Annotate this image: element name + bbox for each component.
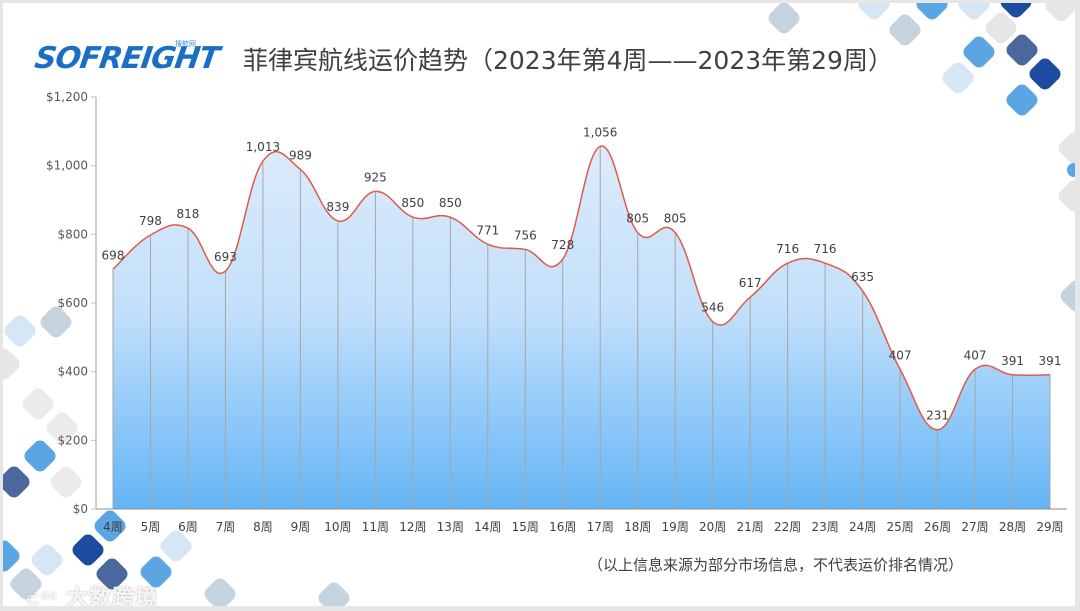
data-label: 798 [139,214,162,228]
data-label: 407 [964,348,987,362]
source-note: （以上信息来源为部分市场信息，不代表运价排名情况） [588,556,964,574]
watermark-text: 大数跨境 [66,586,159,606]
data-label: 728 [551,238,574,252]
area-fill [113,146,1050,509]
x-tick-label: 10周 [324,520,351,534]
x-tick-label: 23周 [811,520,838,534]
x-tick-label: 28周 [999,520,1026,534]
y-axis: $0 $200 $400 $600 $800 $1,000 $1,200 [46,90,97,516]
y-tick-label: $0 [73,502,88,516]
x-tick-label: 12周 [399,520,426,534]
data-label: 391 [1001,354,1024,368]
data-labels: 698 798 818 693 1,013 989 839 925 850 850 771 756 72… [102,125,1062,422]
data-label: 805 [664,212,687,226]
x-tick-label: 11周 [362,520,389,534]
watermark: ⊂⁰⁰ 大数跨境 [25,580,158,606]
data-label: 698 [102,248,125,262]
data-label: 1,013 [246,140,280,154]
x-tick-label: 22周 [774,520,801,534]
data-label: 850 [401,196,424,210]
x-tick-label: 14周 [474,520,501,534]
y-tick-label: $1,200 [46,90,88,104]
x-tick-label: 18周 [624,520,651,534]
x-tick-label: 8周 [253,520,273,534]
data-label: 771 [476,223,499,237]
y-tick-label: $400 [57,365,88,379]
x-tick-label: 16周 [549,520,576,534]
x-tick-label: 20周 [699,520,726,534]
x-tick-label: 27周 [961,520,988,534]
data-label: 925 [364,170,387,184]
data-label: 391 [1039,354,1062,368]
data-label: 693 [214,250,237,264]
x-axis: 4周 5周 6周 7周 8周 9周 10周 11周 12周 13周 14周 15周 16周 17周 18周 1… [96,508,1067,534]
data-label: 407 [889,348,912,362]
x-tick-label: 25周 [886,520,913,534]
data-label: 818 [177,207,200,221]
data-label: 617 [739,276,762,290]
trend-line [112,145,1051,431]
x-tick-label: 26周 [924,520,951,534]
x-tick-label: 7周 [216,520,236,534]
data-label: 839 [326,200,349,214]
x-tick-label: 24周 [849,520,876,534]
x-tick-label: 13周 [437,520,464,534]
area-chart: $0 $200 $400 $600 $800 $1,000 $1,200 4周 5周 6周 7周 8… [46,90,1067,534]
logo-subtext: 搜航网 [175,40,196,48]
chart-title: 菲律宾航线运价趋势（2023年第4周——2023年第29周） [243,46,893,75]
x-tick-label: 17周 [587,520,614,534]
x-tick-label: 15周 [512,520,539,534]
watermark-logo-icon: ⊂⁰⁰ [25,589,58,606]
y-tick-label: $200 [57,433,88,447]
x-tick-label: 29周 [1036,520,1063,534]
data-label: 989 [289,148,312,162]
data-label: 805 [626,212,649,226]
x-tick-label: 19周 [662,520,689,534]
x-tick-label: 5周 [141,520,161,534]
y-tick-label: $800 [57,227,88,241]
x-tick-label: 4周 [103,520,123,534]
data-label: 756 [514,228,537,242]
x-tick-label: 9周 [291,520,311,534]
data-label: 231 [926,409,949,423]
y-tick-label: $1,000 [46,159,88,173]
data-label: 635 [851,270,874,284]
slide: SOFREIGHT 搜航网 菲律宾航线运价趋势（2023年第4周——2023年第… [3,3,1075,606]
data-label: 716 [814,242,837,256]
data-label: 546 [701,301,724,315]
y-tick-label: $600 [57,296,88,310]
data-label: 716 [776,242,799,256]
drop-lines [112,146,1051,509]
sofreight-logo: SOFREIGHT 搜航网 [33,39,221,79]
x-tick-label: 6周 [178,520,198,534]
data-label: 850 [439,196,462,210]
data-label: 1,056 [583,125,617,139]
x-tick-label: 21周 [737,520,764,534]
